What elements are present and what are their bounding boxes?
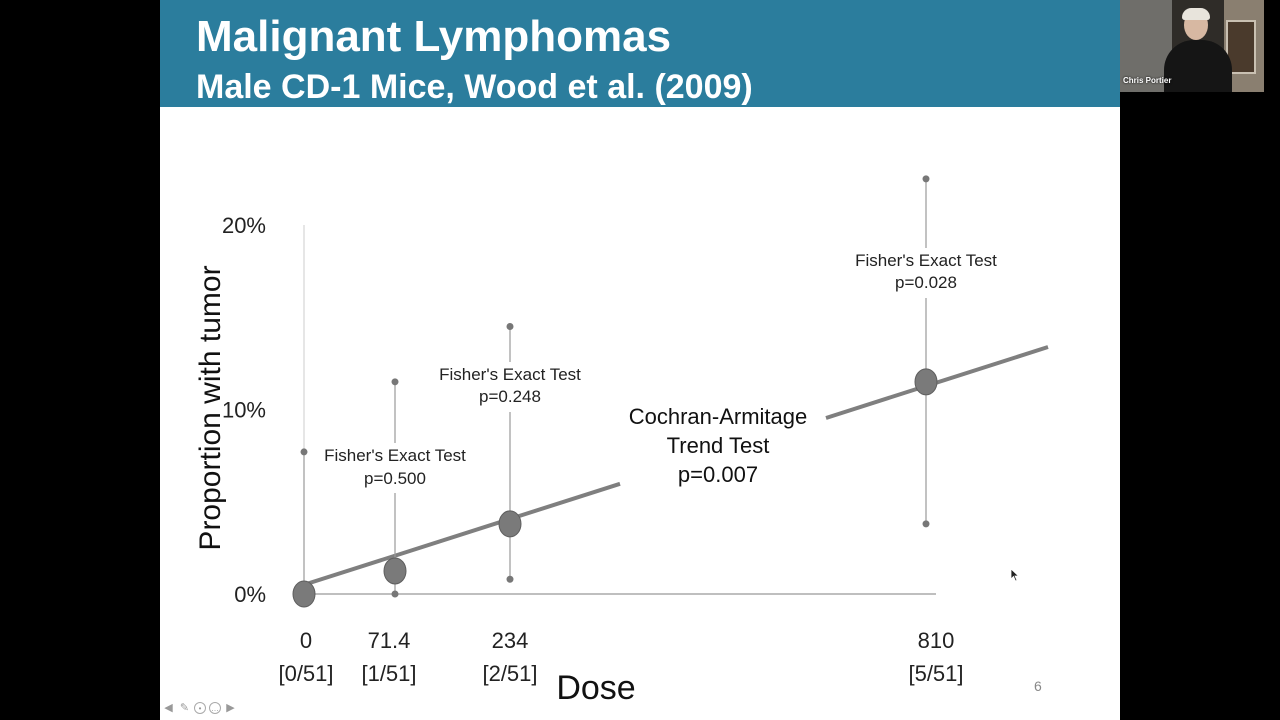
pen-icon[interactable]: ✎ bbox=[179, 702, 190, 714]
fisher-test-label: Fisher's Exact Test bbox=[439, 365, 581, 384]
trend-test-label: Cochran-Armitage bbox=[629, 404, 808, 429]
ci-upper-cap bbox=[300, 448, 308, 456]
y-tick-label: 20% bbox=[222, 213, 266, 238]
ci-upper-cap bbox=[506, 322, 514, 330]
data-points bbox=[292, 368, 938, 608]
arrow-left-icon[interactable]: ◀ bbox=[164, 702, 173, 714]
x-tick-label: 810 bbox=[918, 628, 955, 653]
more-icon[interactable]: … bbox=[209, 702, 221, 714]
trend-line-segment bbox=[303, 481, 621, 587]
data-point bbox=[383, 557, 407, 585]
annotation-bg bbox=[844, 248, 1008, 298]
annotation-bg bbox=[428, 362, 592, 412]
ci-lower-cap bbox=[391, 590, 399, 598]
fisher-test-label: Fisher's Exact Test bbox=[324, 446, 466, 465]
slide-nav-controls: ◀ ✎ • … ▶ bbox=[162, 702, 237, 715]
data-point bbox=[498, 510, 522, 538]
trend-test-label: Trend Test bbox=[667, 433, 770, 458]
sample-fraction-label: [1/51] bbox=[361, 661, 416, 686]
fisher-test-label: p=0.500 bbox=[364, 469, 426, 488]
zoom-icon[interactable]: • bbox=[194, 702, 206, 714]
cursor-icon bbox=[1010, 568, 1020, 582]
y-axis-label: Proportion with tumor bbox=[194, 265, 227, 550]
sample-fraction-label: [2/51] bbox=[482, 661, 537, 686]
slide-subtitle: Male CD-1 Mice, Wood et al. (2009) bbox=[196, 68, 753, 106]
fisher-test-label: p=0.028 bbox=[895, 273, 957, 292]
ci-upper-cap bbox=[391, 378, 399, 386]
sample-fraction-label: [0/51] bbox=[278, 661, 333, 686]
arrow-right-icon[interactable]: ▶ bbox=[226, 702, 235, 714]
axes bbox=[303, 225, 936, 595]
annotations: Fisher's Exact Test p=0.500 Fisher's Exact… bbox=[313, 248, 1008, 493]
participant-name: Chris Portier bbox=[1123, 76, 1172, 85]
fisher-test-label: p=0.248 bbox=[479, 387, 541, 406]
slide-header: Malignant Lymphomas Male CD-1 Mice, Wood… bbox=[160, 0, 1120, 107]
data-point bbox=[292, 580, 316, 608]
fisher-test-label: Fisher's Exact Test bbox=[855, 251, 997, 270]
y-tick-label: 10% bbox=[222, 398, 266, 423]
x-tick-label: 0 bbox=[300, 628, 312, 653]
participant-video-tile[interactable]: Chris Portier bbox=[1120, 0, 1264, 92]
ci-lower-cap bbox=[506, 575, 514, 583]
trend-test-label: p=0.007 bbox=[678, 462, 758, 487]
x-tick-label: 71.4 bbox=[368, 628, 411, 653]
slide-title: Malignant Lymphomas bbox=[196, 12, 672, 61]
sample-fraction-label: [5/51] bbox=[908, 661, 963, 686]
x-tick-label: 234 bbox=[492, 628, 529, 653]
annotation-bg bbox=[313, 443, 477, 493]
participant-hair bbox=[1182, 8, 1210, 20]
axis-labels: 0% 10% 20% Proportion with tumor Dose 0 [0/51]… bbox=[194, 213, 964, 707]
ci-lower-cap bbox=[922, 520, 930, 528]
page-number: 6 bbox=[1034, 678, 1042, 694]
x-axis-label: Dose bbox=[556, 669, 635, 707]
lymphoma-chart: Fisher's Exact Test p=0.500 Fisher's Exact… bbox=[194, 175, 1049, 707]
data-point bbox=[914, 368, 938, 396]
y-tick-label: 0% bbox=[234, 582, 266, 607]
ci-upper-cap bbox=[922, 175, 930, 183]
slide: Malignant Lymphomas Male CD-1 Mice, Wood… bbox=[160, 0, 1120, 720]
confidence-intervals bbox=[300, 175, 930, 598]
participant-body bbox=[1164, 40, 1232, 92]
